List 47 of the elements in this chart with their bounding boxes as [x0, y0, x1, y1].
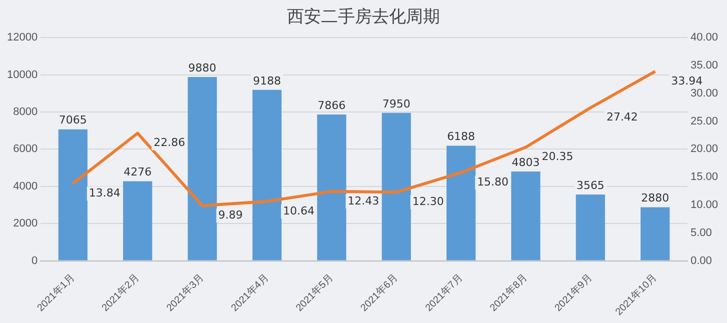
bar [252, 90, 282, 260]
y-tick-label: 2000 [13, 218, 38, 230]
data-label: 3565 [576, 178, 604, 192]
bar [382, 112, 411, 260]
data-label: 9.89 [218, 208, 243, 222]
bar [511, 171, 540, 260]
y-tick-label: 10000 [6, 68, 38, 81]
data-label: 9188 [253, 74, 281, 88]
bar [317, 114, 346, 260]
data-label: 7065 [58, 114, 87, 127]
data-label: 13.84 [88, 186, 120, 200]
chart-title: 西安二手房去化周期 [286, 6, 441, 28]
data-label: 4276 [124, 166, 152, 179]
bar [640, 207, 670, 260]
y-tick-label: 4000 [13, 180, 38, 192]
data-label: 9880 [188, 61, 216, 74]
data-label: 27.42 [606, 110, 638, 124]
bar [123, 181, 152, 260]
y2-tick-label: 30.00 [690, 87, 718, 100]
y2-tick-label: 5.00 [690, 226, 712, 239]
y2-tick-label: 20.00 [690, 143, 718, 156]
y2-tick-label: 35.00 [690, 60, 718, 72]
data-label: 10.64 [283, 204, 314, 218]
bar [58, 129, 88, 260]
data-label: 2880 [641, 192, 670, 205]
y2-tick-label: 15.00 [690, 171, 718, 184]
data-label: 7950 [382, 97, 410, 110]
bar [188, 77, 217, 260]
y-tick-label: 8000 [13, 106, 38, 118]
data-label: 20.35 [542, 150, 574, 164]
data-label: 12.30 [412, 195, 444, 208]
data-label: 15.80 [477, 175, 509, 188]
data-label: 33.94 [671, 74, 703, 88]
y-tick-label: 6000 [13, 143, 38, 156]
data-label: 4803 [512, 156, 540, 169]
y2-tick-label: 25.00 [690, 115, 718, 128]
data-label: 6188 [447, 130, 476, 144]
bar [576, 194, 605, 260]
data-label: 12.43 [348, 194, 380, 208]
y2-tick-label: 40.00 [690, 32, 718, 44]
y-tick-label: 0 [31, 254, 38, 267]
data-label: 7866 [318, 98, 346, 112]
data-label: 22.86 [154, 136, 186, 150]
bar [446, 146, 476, 260]
y2-tick-label: 0.00 [690, 254, 712, 267]
y2-tick-label: 10.00 [690, 199, 718, 212]
y-tick-label: 12000 [6, 32, 38, 44]
